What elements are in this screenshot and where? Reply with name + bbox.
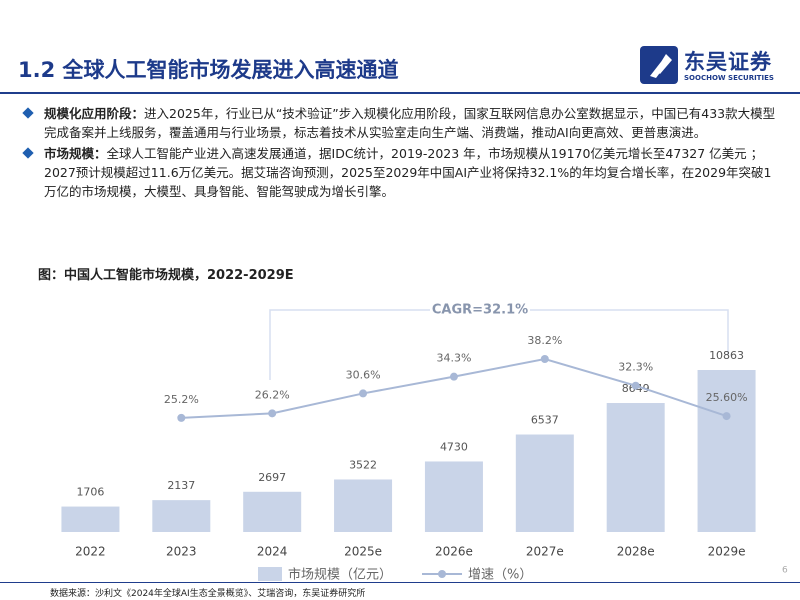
legend-swatch: [438, 570, 447, 578]
page-number: 6: [782, 566, 788, 576]
line-point: [722, 412, 731, 421]
x-tick-label: 2022: [75, 545, 106, 559]
bar: [61, 506, 120, 532]
bar: [152, 500, 211, 532]
x-tick-label: 2028e: [617, 545, 655, 559]
bullet: 市场规模：全球人工智能产业进入高速发展通道，据IDC统计，2019-2023 年…: [22, 144, 782, 201]
bar-value-label: 1706: [76, 486, 104, 499]
line-value-label: 26.2%: [255, 388, 290, 401]
cagr-bracket: [269, 309, 729, 380]
source-note: 数据来源：沙利文《2024年全球AI生态全景概览》、艾瑞咨询，东吴证券研究所: [50, 589, 366, 599]
header-rule: [0, 92, 800, 94]
bar-value-label: 6537: [531, 414, 559, 427]
line-point: [359, 389, 368, 398]
x-tick-label: 2027e: [526, 545, 564, 559]
bar-value-label: 2137: [167, 479, 195, 492]
bar: [334, 479, 393, 532]
x-tick-label: 2026e: [435, 545, 473, 559]
line-point: [177, 413, 186, 422]
line-value-label: 25.2%: [164, 393, 199, 406]
line-value-label: 30.6%: [346, 368, 381, 381]
bar-value-label: 4730: [440, 440, 468, 453]
bar: [243, 491, 302, 532]
line-value-label: 34.3%: [436, 352, 471, 365]
x-tick-label: 2023: [166, 545, 197, 559]
bar-value-label: 3522: [349, 458, 377, 471]
line-value-label: 32.3%: [618, 361, 653, 374]
line-point: [449, 372, 458, 381]
x-tick-label: 2024: [257, 545, 288, 559]
chart-title: 图：中国人工智能市场规模，2022-2029E: [38, 268, 294, 283]
line-point: [540, 355, 549, 363]
legend-label: 市场规模（亿元）: [288, 567, 392, 583]
bullet-list: 规模化应用阶段：进入2025年，行业已从“技术验证”步入规模化应用阶段，国家互联…: [22, 104, 782, 203]
bar: [515, 434, 574, 532]
bullet-lead: 市场规模：: [44, 146, 107, 161]
x-tick-label: 2029e: [708, 545, 746, 559]
bar: [424, 461, 483, 532]
slide-title: 1.2 全球人工智能市场发展进入高速通道: [18, 58, 399, 82]
logo-subtitle: SOOCHOW SECURITIES: [684, 74, 774, 82]
cagr-label: CAGR=32.1%: [432, 303, 528, 318]
footer-rule: [0, 582, 800, 583]
bullet-text: 进入2025年，行业已从“技术验证”步入规模化应用阶段，国家互联网信息办公室数据…: [44, 106, 776, 140]
x-tick-label: 2025e: [344, 545, 382, 559]
logo-mark: [650, 54, 672, 78]
line-value-label: 25.60%: [706, 391, 748, 404]
line-point: [268, 409, 277, 418]
bar-value-label: 2697: [258, 471, 286, 484]
bar-value-label: 10863: [709, 349, 744, 362]
bullet-lead: 规模化应用阶段：: [44, 106, 145, 121]
line-value-label: 38.2%: [527, 334, 562, 347]
bullet: 规模化应用阶段：进入2025年，行业已从“技术验证”步入规模化应用阶段，国家互联…: [22, 104, 782, 142]
legend-label: 增速（%）: [468, 568, 532, 583]
line-point: [631, 381, 640, 390]
bar: [697, 370, 756, 532]
bullet-text: 全球人工智能产业进入高速发展通道，据IDC统计，2019-2023 年，市场规模…: [44, 146, 772, 199]
legend-swatch: [258, 567, 282, 581]
bar: [606, 403, 665, 532]
logo-name: 东吴证券: [684, 50, 772, 74]
